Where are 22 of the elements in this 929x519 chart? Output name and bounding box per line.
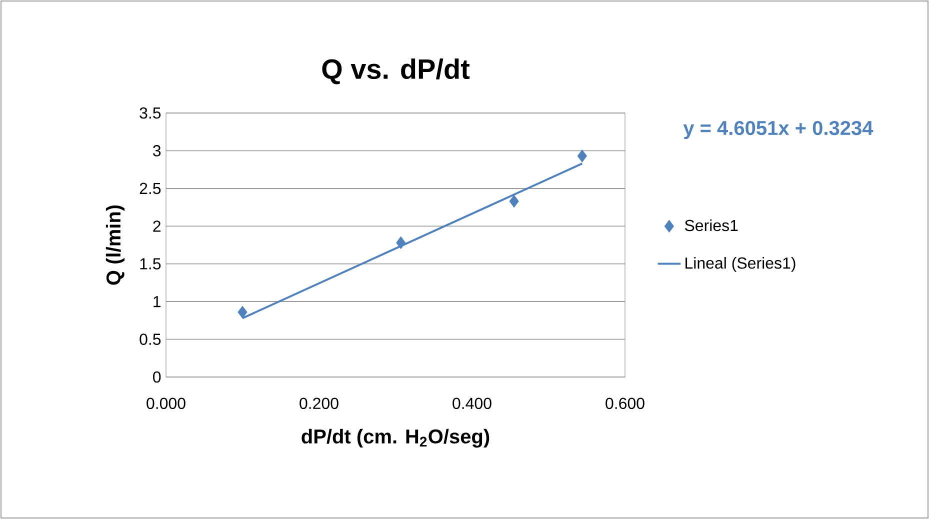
chart-title: Q vs. dP/dt [322, 58, 470, 84]
legend-label: Series1 [684, 219, 738, 232]
x-tick-label: 0.200 [300, 398, 338, 410]
point [238, 306, 248, 318]
y-tick-label: 0.5 [140, 334, 161, 345]
point [509, 194, 519, 208]
text: y = 4.6051x + 0.3234 [683, 120, 874, 140]
x-axis-title: dP/dt (cm. H$_{2}$O/seg) [302, 428, 490, 448]
y-tick-label: 3.5 [140, 107, 161, 119]
legend-label: Lineal (Series1) [686, 257, 796, 272]
y-axis-title: Q (l/min) [106, 205, 125, 285]
x-tick-label: 0.000 [146, 398, 186, 410]
x-tick-label: 0.600 [606, 398, 644, 410]
y-tick-label: 0 [153, 371, 161, 383]
y-tick-label: 2.5 [140, 182, 161, 194]
x-tick-label: 0.400 [452, 398, 492, 410]
y-tick-label: 2 [153, 220, 160, 232]
point [577, 150, 587, 162]
point [396, 236, 406, 250]
y-tick-label: 3 [153, 145, 161, 156]
y-tick-label: 1 [154, 296, 161, 308]
y-tick-label: 1.5 [140, 258, 161, 270]
